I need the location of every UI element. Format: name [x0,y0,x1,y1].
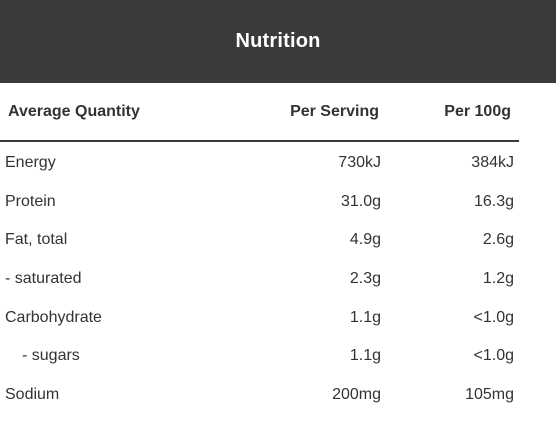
row-per-100g: 16.3g [473,192,514,210]
column-header-average-quantity: Average Quantity [8,103,140,120]
row-label: Carbohydrate [5,308,102,326]
nutrition-table: Average Quantity Per Serving Per 100g En… [0,84,519,414]
row-label: Fat, total [5,231,68,249]
column-header-per-100g: Per 100g [444,103,511,120]
row-label: - saturated [5,270,82,288]
row-per-serving: 1.1g [349,347,381,365]
row-label: - sugars [22,347,80,365]
row-label: Sodium [5,385,60,403]
row-per-100g: 2.6g [482,231,514,249]
row-per-100g: 1.2g [482,270,514,288]
table-row: Carbohydrate 1.1g <1.0g [0,298,519,337]
table-header-row: Average Quantity Per Serving Per 100g [0,84,519,142]
table-row: Fat, total 4.9g 2.6g [0,221,519,260]
row-per-serving: 200mg [332,385,381,403]
table-row: - sugars 1.1g <1.0g [0,337,519,376]
row-label: Energy [5,154,56,172]
row-per-serving: 1.1g [349,308,381,326]
table-row: Sodium 200mg 105mg [0,376,519,415]
row-per-100g: <1.0g [473,308,514,326]
row-per-serving: 730kJ [338,154,381,172]
nutrition-header: Nutrition [0,0,556,83]
row-per-serving: 31.0g [340,192,381,210]
row-label: Protein [5,192,56,210]
row-per-100g: 105mg [465,385,514,403]
column-header-per-serving: Per Serving [290,103,379,120]
row-per-serving: 2.3g [349,270,381,288]
table-row: Protein 31.0g 16.3g [0,183,519,222]
row-per-100g: 384kJ [471,154,514,172]
row-per-serving: 4.9g [349,231,381,249]
row-per-100g: <1.0g [473,347,514,365]
nutrition-title: Nutrition [235,30,321,52]
table-row: Energy 730kJ 384kJ [0,144,519,183]
table-row: - saturated 2.3g 1.2g [0,260,519,299]
